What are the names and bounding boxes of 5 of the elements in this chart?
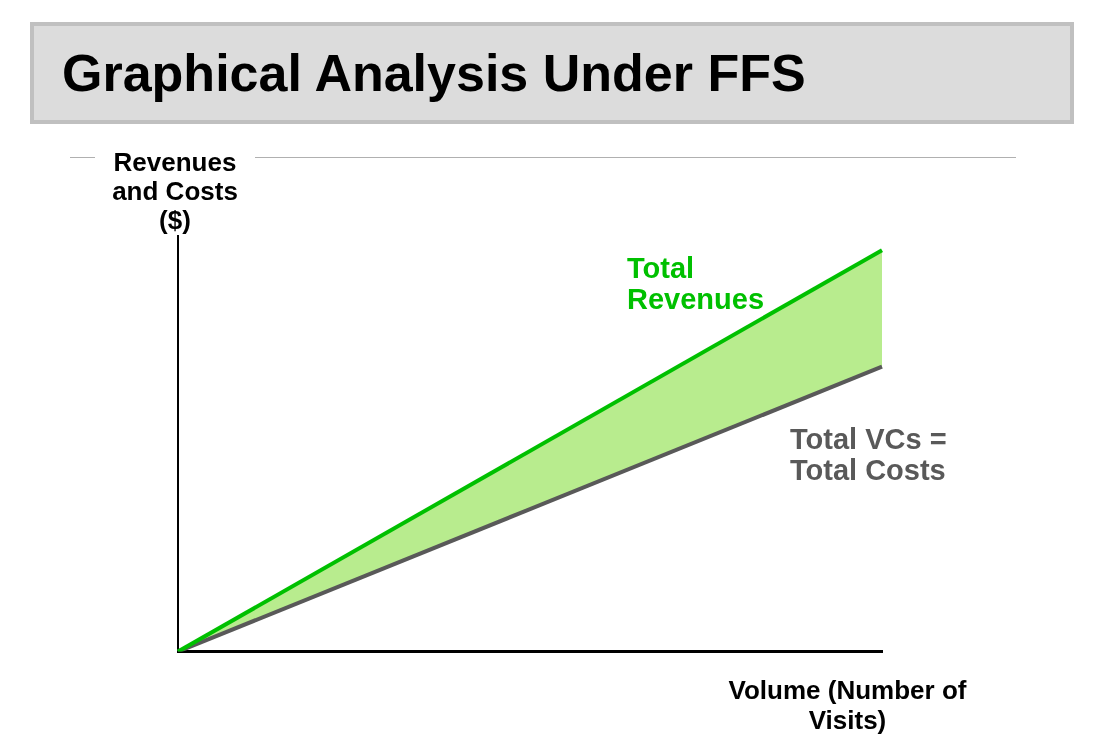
series-label: Total Revenues (627, 252, 765, 316)
y-axis-title: Revenues and Costs ($) (95, 147, 255, 235)
series-label: Total VCs = Total Costs (790, 422, 947, 486)
chart-title: Graphical Analysis Under FFS (30, 22, 1074, 124)
x-axis-title: Volume (Number of Visits) (727, 675, 968, 735)
